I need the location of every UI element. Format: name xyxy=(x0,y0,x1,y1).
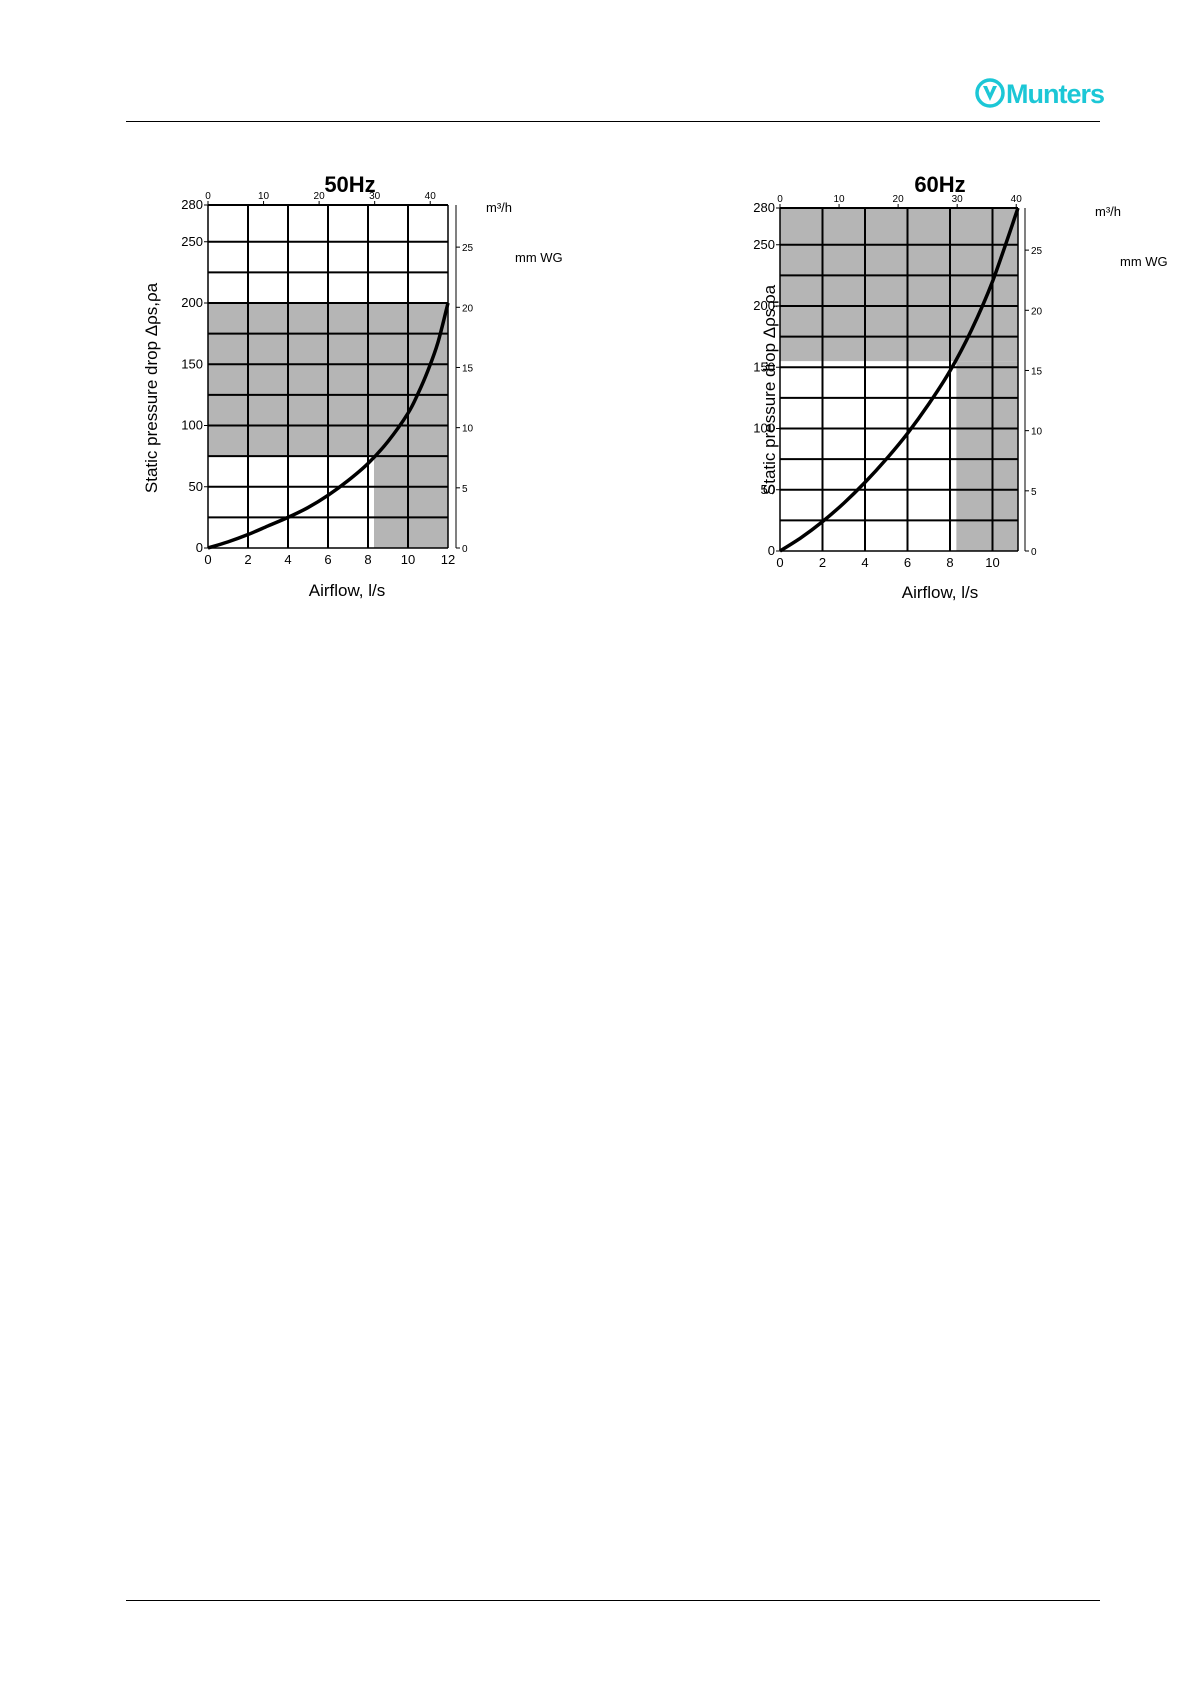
x-axis-label: Airflow, l/s xyxy=(902,583,979,602)
shaded-region xyxy=(956,361,1018,551)
right-tick-label: 25 xyxy=(462,243,474,254)
plot-area: 0 50 100 200 250 280 150 0 2 4 6 8 10 12 0 10 20 30 40 0 5 10… xyxy=(181,191,473,567)
right-tick-label: 0 xyxy=(1031,547,1037,558)
y-tick-label: 50 xyxy=(189,479,203,494)
right-tick-label: 15 xyxy=(462,363,474,374)
top-tick-label: 0 xyxy=(777,194,783,205)
x-tick-label: 6 xyxy=(904,555,911,570)
x-tick-label: 8 xyxy=(364,552,371,567)
y-tick-label: 100 xyxy=(181,418,203,433)
x-tick-label: 12 xyxy=(441,552,455,567)
shaded-region xyxy=(374,456,448,548)
chart-60hz-svg: 60Hz Static pressure drop Δρs,ρa Airflow… xyxy=(753,172,1168,602)
top-tick-label: 20 xyxy=(893,194,905,205)
top-axis-unit: m³/h xyxy=(486,200,512,215)
x-tick-label: 2 xyxy=(819,555,826,570)
y-tick-label: 0 xyxy=(768,543,775,558)
x-axis-label: Airflow, l/s xyxy=(309,581,386,600)
right-tick-label: 20 xyxy=(1031,306,1043,317)
y-tick-label: 200 xyxy=(181,295,203,310)
pressure-curve xyxy=(207,302,450,550)
x-tick-label: 8 xyxy=(946,555,953,570)
y-tick-label: 100 xyxy=(753,421,775,436)
right-tick-label: 0 xyxy=(462,544,468,555)
top-tick-label: 30 xyxy=(369,191,381,202)
munters-logo[interactable]: Munters xyxy=(975,76,1105,110)
chart-title: 50Hz xyxy=(324,172,375,197)
top-axis-unit: m³/h xyxy=(1095,204,1121,219)
right-tick-label: 5 xyxy=(1031,487,1037,498)
y-tick-label: 250 xyxy=(753,237,775,252)
y-tick-label: 150 xyxy=(753,359,775,374)
chart-title: 60Hz xyxy=(914,172,965,197)
x-tick-label: 0 xyxy=(204,552,211,567)
y-tick-label: 280 xyxy=(753,200,775,215)
brand-name: Munters xyxy=(1006,79,1104,109)
munters-v-logo-icon xyxy=(975,78,1005,108)
y-axis-label: Static pressure drop Δρs,ρa xyxy=(760,284,779,495)
shaded-region xyxy=(780,208,1018,362)
top-tick-label: 10 xyxy=(833,194,845,205)
footer-rule xyxy=(126,1600,1100,1601)
right-axis-unit: mm WG xyxy=(1120,254,1168,269)
y-tick-label: 280 xyxy=(181,197,203,212)
x-tick-label: 6 xyxy=(324,552,331,567)
right-tick-label: 20 xyxy=(462,303,474,314)
pressure-curve xyxy=(779,207,1020,553)
y-axis-label: Static pressure drop Δρs,ρa xyxy=(142,282,161,493)
y-tick-label: 50 xyxy=(761,482,775,497)
chart-60hz: 60Hz Static pressure drop Δρs,ρa Airflow… xyxy=(735,160,1192,615)
y-tick-label: 0 xyxy=(196,540,203,555)
top-tick-label: 0 xyxy=(205,191,211,202)
top-tick-label: 30 xyxy=(952,194,964,205)
x-tick-label: 10 xyxy=(985,555,999,570)
right-tick-label: 10 xyxy=(1031,427,1043,438)
top-tick-label: 10 xyxy=(258,191,270,202)
right-axis-unit: mm WG xyxy=(515,250,563,265)
right-tick-label: 25 xyxy=(1031,246,1043,257)
chart-50hz: 50Hz Static pressure drop Δρs,ρa Airflow… xyxy=(120,160,590,610)
top-tick-label: 40 xyxy=(425,191,437,202)
top-tick-label: 40 xyxy=(1011,194,1023,205)
y-tick-label: 150 xyxy=(181,356,203,371)
right-tick-label: 15 xyxy=(1031,366,1043,377)
y-tick-label: 250 xyxy=(181,234,203,249)
top-tick-label: 20 xyxy=(314,191,326,202)
header-rule xyxy=(126,121,1100,122)
x-tick-label: 4 xyxy=(284,552,291,567)
x-tick-label: 10 xyxy=(401,552,415,567)
chart-50hz-svg: 50Hz Static pressure drop Δρs,ρa Airflow… xyxy=(142,172,563,600)
x-tick-label: 2 xyxy=(244,552,251,567)
x-tick-label: 4 xyxy=(861,555,868,570)
y-tick-label: 200 xyxy=(753,298,775,313)
right-tick-label: 5 xyxy=(462,484,468,495)
right-tick-label: 10 xyxy=(462,424,474,435)
x-tick-label: 0 xyxy=(776,555,783,570)
